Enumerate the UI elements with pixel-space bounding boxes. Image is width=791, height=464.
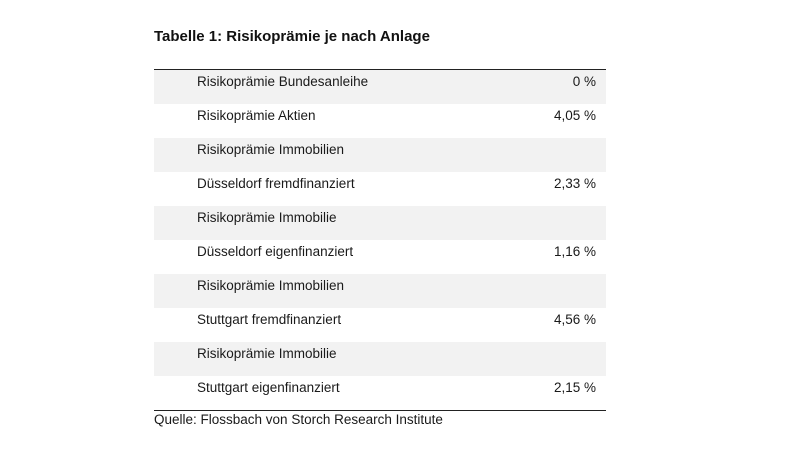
source-note: Quelle: Flossbach von Storch Research In… [154, 412, 443, 427]
row-value: 0 % [572, 74, 596, 89]
row-label: Risikoprämie Immobilien [197, 278, 345, 293]
row-value: 4,05 % [553, 108, 596, 123]
table-title: Tabelle 1: Risikoprämie je nach Anlage [154, 28, 430, 45]
table-row: Risikoprämie Immobilie [154, 206, 606, 240]
row-value: 2,15 % [553, 380, 596, 395]
row-label: Risikoprämie Bundesanleihe [197, 74, 369, 89]
table-row: Stuttgart fremdfinanziert 4,56 % [154, 308, 606, 342]
row-label: Düsseldorf eigenfinanziert [197, 244, 354, 259]
row-label: Düsseldorf fremdfinanziert [197, 176, 355, 191]
row-label: Stuttgart eigenfinanziert [197, 380, 340, 395]
row-label: Risikoprämie Immobilie [197, 346, 337, 361]
row-label: Risikoprämie Aktien [197, 108, 316, 123]
row-label: Risikoprämie Immobilien [197, 142, 345, 157]
risk-premium-table: Risikoprämie Bundesanleihe 0 % Risikoprä… [154, 69, 606, 411]
table-row: Risikoprämie Immobilien [154, 138, 606, 172]
table-row: Stuttgart eigenfinanziert 2,15 % [154, 376, 606, 410]
table-row: Risikoprämie Immobilien [154, 274, 606, 308]
row-label: Risikoprämie Immobilie [197, 210, 337, 225]
row-value: 1,16 % [553, 244, 596, 259]
row-label: Stuttgart fremdfinanziert [197, 312, 342, 327]
table-row: Risikoprämie Bundesanleihe 0 % [154, 70, 606, 104]
table-row: Risikoprämie Aktien 4,05 % [154, 104, 606, 138]
table-row: Düsseldorf fremdfinanziert 2,33 % [154, 172, 606, 206]
table-row: Risikoprämie Immobilie [154, 342, 606, 376]
row-value: 2,33 % [553, 176, 596, 191]
table-row: Düsseldorf eigenfinanziert 1,16 % [154, 240, 606, 274]
row-value: 4,56 % [553, 312, 596, 327]
